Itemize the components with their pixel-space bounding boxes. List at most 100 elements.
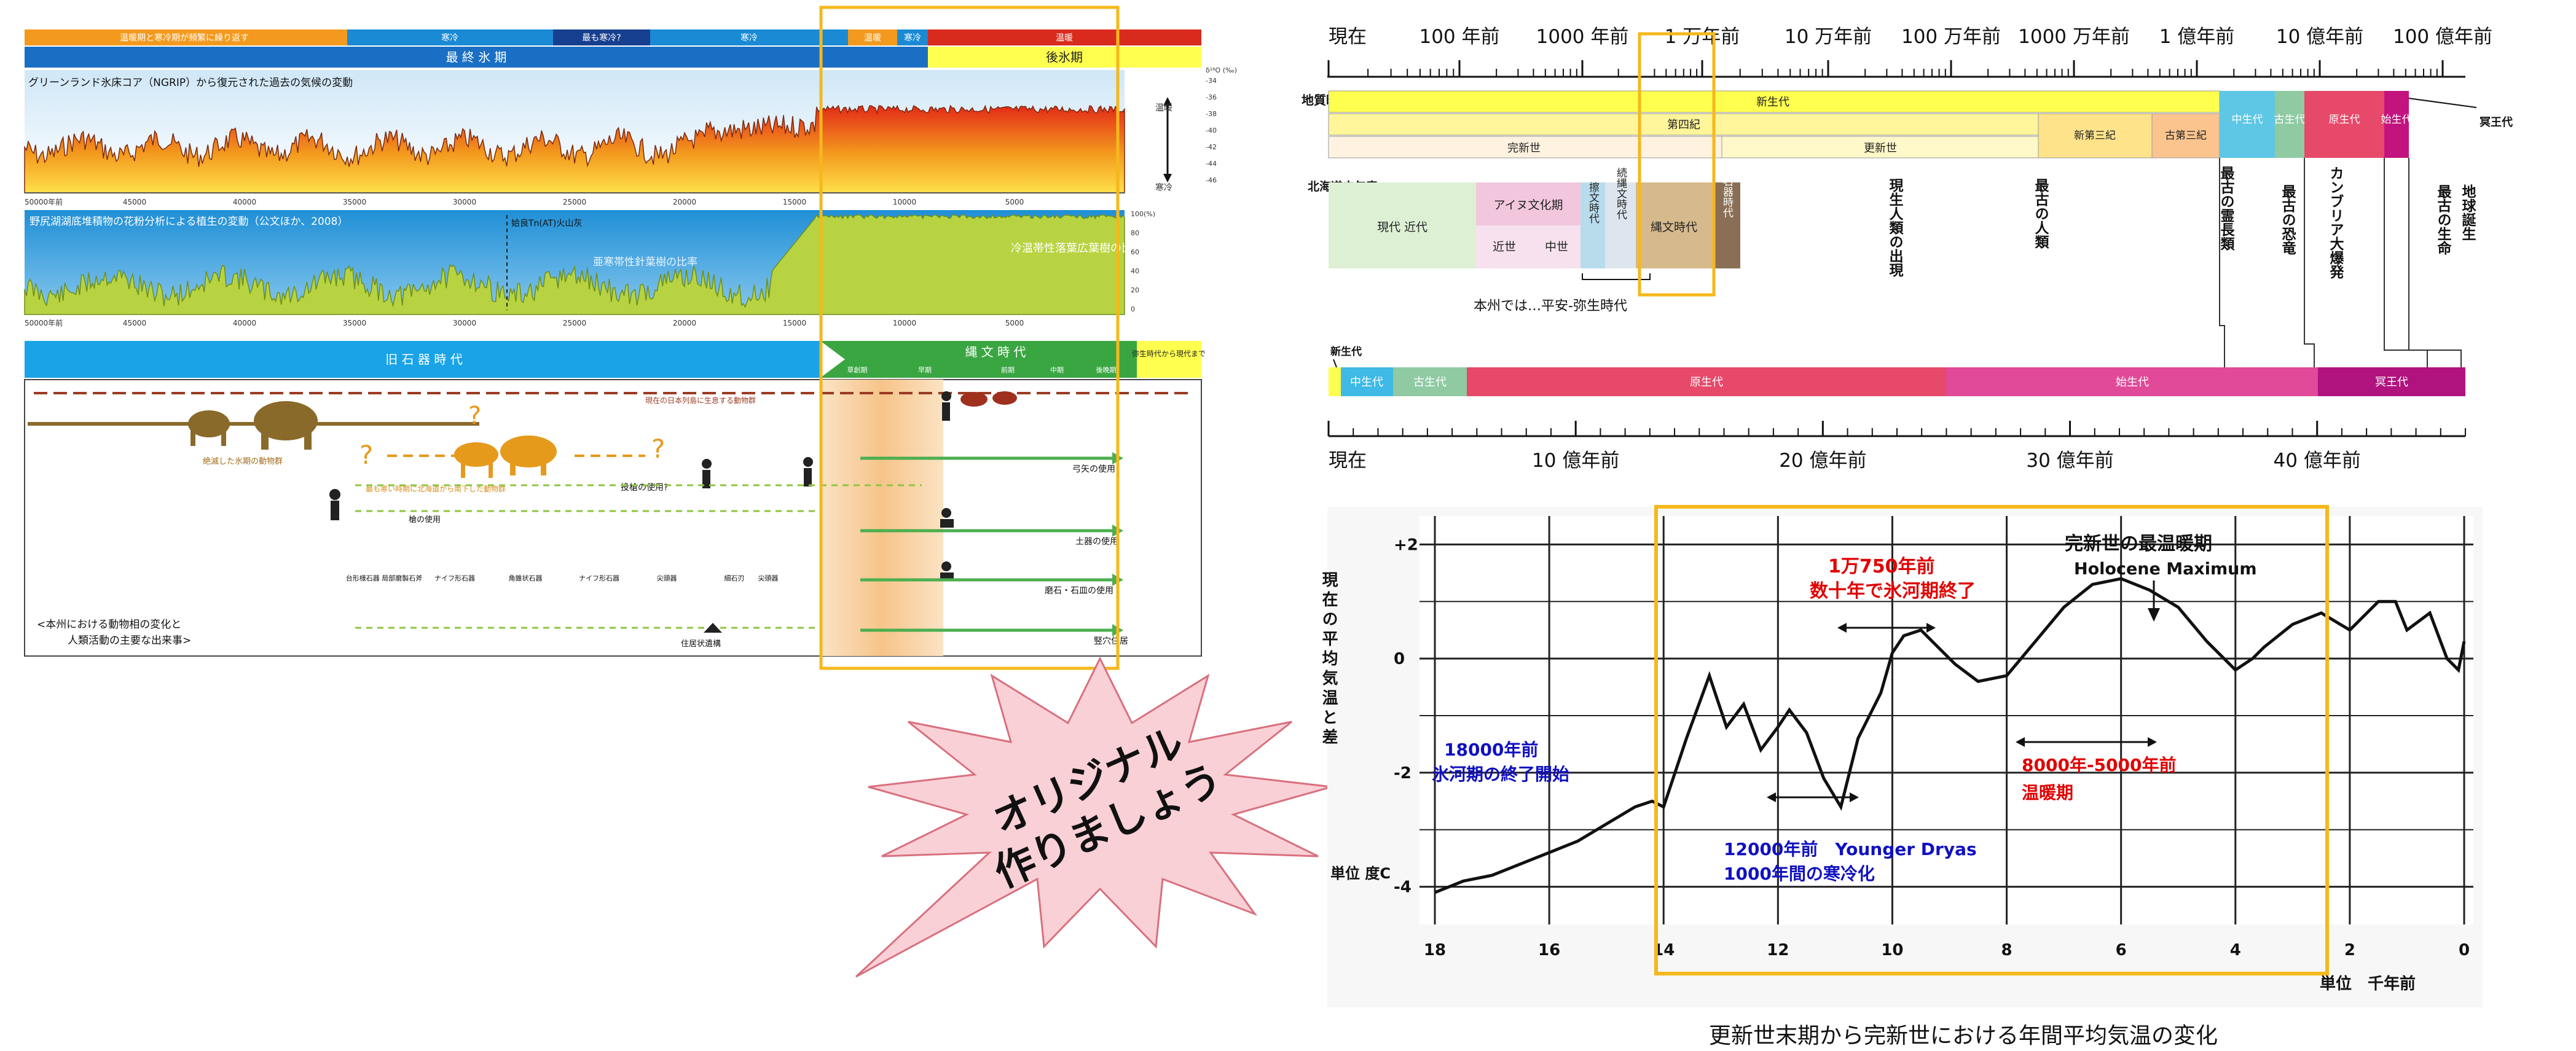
honshu-note: 本州では…平安-弥生時代 [1474, 299, 1627, 314]
dwelling-label: 住居状遺構 [681, 639, 721, 649]
tool-name: 細石刃 [724, 574, 745, 582]
ice-core-x-tick: 25000 [563, 198, 586, 206]
hok-modern: 現代 近代 [1377, 221, 1427, 234]
paleozoic: 古生代 [2274, 114, 2306, 126]
pollen-x-tick: 25000 [563, 319, 586, 327]
holocene: 完新世 [1507, 142, 1541, 155]
pollen-title: 野尻湖湖底堆積物の花粉分析による植生の変動（公文ほか、2008） [29, 216, 348, 228]
ice-core-unit: δ¹⁸O (‰) [1206, 66, 1237, 74]
ann-warm-1: 8000年-5000年前 [2022, 755, 2176, 775]
ice-core-x-ticks: 50000年前 45000 40000 35000 30000 25000 20000 150… [25, 197, 1024, 206]
tool-name: 台形様石器 局部磨製石斧 [346, 574, 423, 582]
linear-timeline: 新生代 中生代 古生代 原生代 始生代 冥王代 現在 10 億年前 20 億年前 30… [1327, 345, 2466, 472]
pollen-x-tick: 20000 [673, 319, 696, 327]
mesozoic: 中生代 [2232, 114, 2263, 126]
question-mark-2: ? [468, 402, 481, 430]
hok-paleolithic: 旧石器時代 [1721, 166, 1734, 218]
caption-line1: <本州における動物相の変化と [37, 619, 181, 631]
question-mark-3: ? [651, 434, 665, 464]
temp-x-tick: 2 [2344, 941, 2355, 959]
tool-name: 尖頭器 [657, 574, 677, 582]
ice-core-x-tick: 10000 [893, 198, 916, 206]
temp-x-tick: 6 [2116, 941, 2127, 959]
burst-callout: オリジナル 作りましょう [855, 656, 1332, 978]
lin-seg-3: 始生代 [2116, 376, 2149, 389]
temp-x-tick: 12 [1767, 941, 1789, 959]
ice-core-x-tick: 15000 [783, 198, 806, 206]
hok-jomon: 縄文時代 [1651, 221, 1697, 234]
temp-y-tick: +2 [1394, 536, 1418, 554]
chart-highlight-frame [1654, 505, 2329, 975]
temp-x-tick: 0 [2459, 941, 2470, 959]
ann-yd-2: 1000年間の寒冷化 [1724, 864, 1875, 884]
tool-name: ナイフ形石器 [434, 574, 475, 582]
caption-line2: 人類活動の主要な出来事> [68, 635, 191, 647]
pollen-x-tick: 30000 [453, 319, 476, 327]
event-label: 土器の使用 [1075, 536, 1118, 547]
ice-core-panel: グリーンランド氷床コア（NGRIP）から復元された過去の気候の変動 温暖 寒冷 … [24, 66, 1237, 206]
pollen-y-tick: 60 [1131, 248, 1139, 256]
ice-core-y-tick: -40 [1206, 127, 1217, 135]
pollen-x-tick: 40000 [233, 319, 256, 327]
linear-tick-label: 現在 [1329, 450, 1367, 472]
temp-y-tick: -2 [1394, 764, 1412, 783]
era-paleolithic: 旧 石 器 時 代 [385, 352, 462, 367]
label-broadleaf: 冷温帯性落葉広葉樹の比率 [1011, 242, 1144, 255]
period-postglacial: 後氷期 [1046, 50, 1083, 64]
linear-tick-label: 20 億年前 [1779, 450, 1866, 472]
right-highlight-frame [1638, 32, 1716, 297]
ice-core-y-tick: -34 [1206, 77, 1217, 85]
log-tick-label: 10 億年前 [2276, 26, 2363, 48]
hok-zoku-jomon: 続縄文時代 [1614, 167, 1627, 219]
ann-holocene-2: Holocene Maximum [2074, 560, 2256, 579]
ice-core-y-tick: -42 [1206, 143, 1217, 151]
bar-seg-4: 温暖 [864, 33, 881, 43]
pollen-y-tick: 0 [1131, 305, 1135, 313]
era-yayoi: 弥生時代から現代まで [1132, 349, 1206, 358]
dwelling-icon [704, 623, 722, 633]
ice-core-y-ticks: -34 -36 -38 -40 -42 -44 -46 [1206, 77, 1217, 184]
temp-x-tick: 4 [2230, 941, 2241, 959]
event-label: 弓矢の使用 [1072, 464, 1115, 474]
ice-core-series [24, 104, 1125, 193]
jomon-sub-label: 後晩期 [1096, 365, 1117, 374]
question-mark-1: ? [359, 440, 373, 470]
hok-satsumon: 擦文時代 [1587, 182, 1600, 224]
temp-x-tick: 10 [1881, 941, 1903, 959]
jomon-sub-label: 前期 [1001, 365, 1015, 374]
ann-start-2: 氷河期の終了開始 [1432, 764, 1569, 784]
temp-y-ticks: +2 0 -2 -4 [1394, 536, 1418, 896]
era-jomon: 縄 文 時 代 [965, 345, 1026, 359]
extinct-label: 絶滅した氷期の動物群 [203, 456, 283, 466]
log-minor-ticks [1367, 69, 2438, 77]
log-tick-label: 1000 万年前 [2018, 26, 2130, 48]
bar-seg-6: 温暖 [1056, 33, 1073, 43]
pollen-y-tick: 100(%) [1131, 210, 1155, 218]
pollen-y-tick: 40 [1131, 267, 1139, 275]
bar-seg-1: 寒冷 [441, 33, 458, 43]
stone-tools-label: 槍の使用 [409, 515, 441, 525]
lin-seg-2: 原生代 [1690, 376, 1723, 389]
temp-x-unit: 単位 千年前 [2320, 974, 2416, 993]
pollen-y-ticks: 100(%) 80 60 40 20 0 [1131, 210, 1155, 313]
bar-seg-5: 寒冷 [904, 33, 921, 43]
human-icons [329, 391, 954, 581]
left-figure: 温暖期と寒冷期が頻繁に繰り返す 寒冷 最も寒冷? 寒冷 温暖 寒冷 温暖 最 終… [24, 6, 1237, 670]
proterozoic: 原生代 [2329, 114, 2360, 126]
ice-core-x-tick: 5000 [1005, 198, 1024, 206]
temp-x-tick: 18 [1424, 941, 1446, 959]
ann-end-2: 数十年で氷河期終了 [1810, 580, 1976, 602]
linear-tick-label: 10 億年前 [1532, 450, 1619, 472]
linear-tick-label: 30 億年前 [2026, 450, 2113, 472]
animal-line-label: 現在の日本列島に生息する動物群 [645, 396, 756, 405]
connector-lines [2219, 158, 2462, 375]
log-event-label: カンブリア大爆発 [2327, 166, 2345, 279]
ice-core-x-tick: 45000 [123, 198, 146, 206]
ann-warm-2: 温暖期 [2022, 783, 2073, 803]
ash-label: 姶良Tn(AT)火山灰 [511, 219, 582, 229]
log-ticks: 現在 100 年前 1000 年前 1 万年前 10 万年前 100 万年前 1000 万年… [1327, 26, 2492, 77]
temp-x-tick: 16 [1538, 941, 1560, 959]
